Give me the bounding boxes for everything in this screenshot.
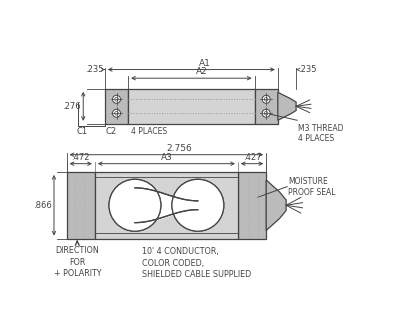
Circle shape <box>262 109 270 117</box>
Circle shape <box>172 179 224 231</box>
Text: .427: .427 <box>243 153 261 162</box>
Text: M3 THREAD
4 PLACES: M3 THREAD 4 PLACES <box>298 124 343 143</box>
Circle shape <box>112 109 120 117</box>
Text: .235: .235 <box>298 65 316 74</box>
Circle shape <box>109 179 161 231</box>
Circle shape <box>262 95 270 103</box>
Text: .235: .235 <box>85 65 103 74</box>
Circle shape <box>109 179 161 231</box>
Bar <box>105 89 128 124</box>
Text: 4 PLACES: 4 PLACES <box>131 127 168 136</box>
Circle shape <box>265 112 268 115</box>
Polygon shape <box>278 92 296 120</box>
Circle shape <box>115 98 118 101</box>
Text: .472: .472 <box>72 153 90 162</box>
Text: A2: A2 <box>196 67 207 76</box>
Text: C2: C2 <box>106 127 117 136</box>
Text: .276: .276 <box>62 102 81 111</box>
Circle shape <box>112 95 120 103</box>
Bar <box>95 172 238 238</box>
Bar <box>238 172 266 238</box>
Text: MOISTURE
PROOF SEAL: MOISTURE PROOF SEAL <box>288 177 335 197</box>
Text: A1: A1 <box>199 58 211 67</box>
Text: 2.756: 2.756 <box>167 144 192 153</box>
Polygon shape <box>266 180 286 230</box>
Text: C1: C1 <box>76 127 88 136</box>
Bar <box>255 89 278 124</box>
Bar <box>128 89 255 124</box>
Text: 10' 4 CONDUCTOR,
COLOR CODED,
SHIELDED CABLE SUPPLIED: 10' 4 CONDUCTOR, COLOR CODED, SHIELDED C… <box>143 247 252 280</box>
Circle shape <box>172 179 224 231</box>
Text: DIRECTION
FOR
+ POLARITY: DIRECTION FOR + POLARITY <box>53 246 101 279</box>
Text: .866: .866 <box>33 201 52 210</box>
Text: A3: A3 <box>160 153 172 162</box>
Bar <box>67 172 95 238</box>
Circle shape <box>265 98 268 101</box>
Circle shape <box>115 112 118 115</box>
